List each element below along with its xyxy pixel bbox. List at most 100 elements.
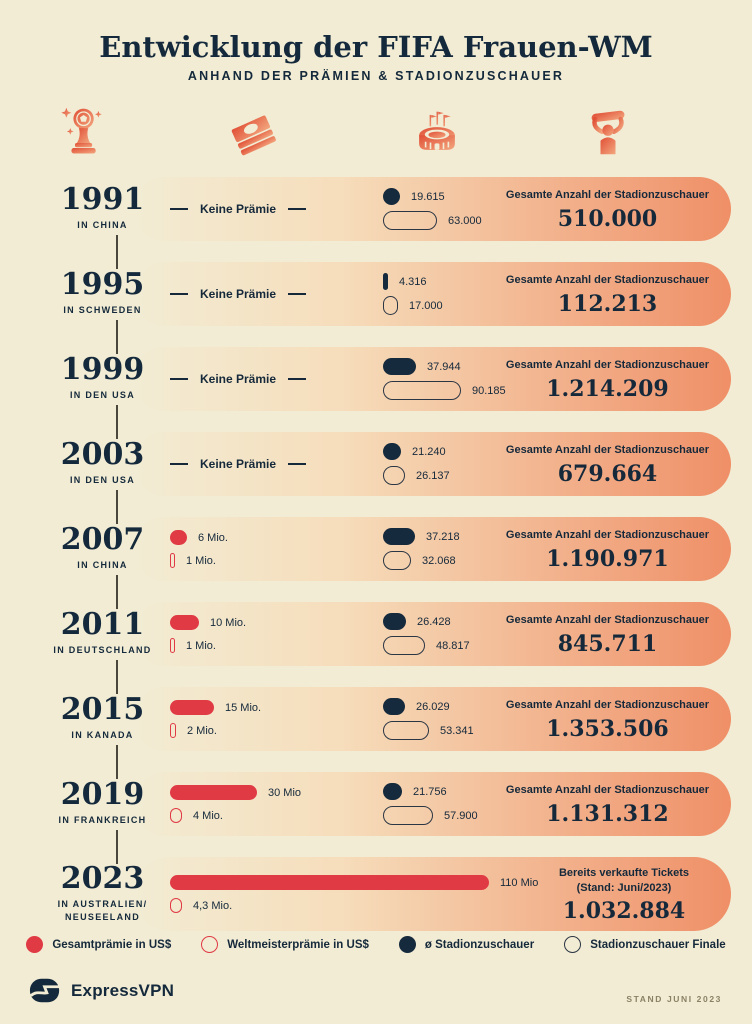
finale-zuschauer-bar [383,381,461,400]
year-label: 1991 [60,182,145,218]
total-caption: Gesamte Anzahl der Stadionzuschauer [505,614,710,627]
year-label: 2007 [60,522,145,558]
total-caption: Gesamte Anzahl der Stadionzuschauer [505,189,710,202]
stadium-icon [411,104,463,165]
avg-zuschauer-label: 21.756 [413,785,447,798]
year-block: 2023 IN AUSTRALIEN/ NEUSEELAND [20,857,185,931]
timeline-row-1999: 1999 IN DEN USA Keine Prämie 37.944 90.1… [0,347,752,411]
year-block: 1995 IN SCHWEDEN [20,262,185,326]
keine-praemie: Keine Prämie [170,202,307,216]
navy-outline-swatch-icon [564,936,582,953]
keine-praemie-label: Keine Prämie [200,372,277,386]
total-value: 845.711 [557,630,658,657]
location-label: IN DEN USA [69,475,135,486]
year-block: 2011 IN DEUTSCHLAND [20,602,185,666]
attendance-bars: 37.218 32.068 [383,517,460,581]
avg-zuschauer-line: 37.218 [383,528,460,545]
timeline-connector [116,490,118,524]
prize-bars: 6 Mio. 1 Mio. [170,517,228,581]
finale-zuschauer-label: 32.068 [422,554,456,567]
page-title: Entwicklung der FIFA Frauen-WM [99,30,653,64]
page-subtitle: ANHAND DER PRÄMIEN & STADIONZUSCHAUER [187,69,565,83]
row-band [133,347,731,411]
location-label: IN AUSTRALIEN/ NEUSEELAND [57,898,148,923]
total-block: Bereits verkaufte Tickets (Stand: Juni/2… [525,857,723,931]
stand-note: STAND JUNI 2023 [626,994,722,1004]
weltmeisterpraemie-label: 1 Mio. [186,639,216,652]
total-block: Gesamte Anzahl der Stadionzuschauer 1.19… [500,517,715,581]
finale-zuschauer-line: 57.900 [383,806,478,825]
legend-label: Gesamtprämie in US$ [52,938,172,951]
total-value: 1.032.884 [562,898,686,925]
timeline-connector [116,405,118,439]
gesamtpraemie-line: 110 Mio [170,875,538,890]
row-band [133,177,731,241]
gesamtpraemie-label: 15 Mio. [225,701,262,714]
expressvpn-logo-icon [29,978,60,1003]
avg-zuschauer-line: 21.756 [383,783,478,800]
attendance-bars: 21.240 26.137 [383,432,450,496]
finale-zuschauer-label: 17.000 [409,299,443,312]
total-value: 679.664 [557,460,658,487]
total-caption: Gesamte Anzahl der Stadionzuschauer [505,359,710,372]
row-band [133,687,731,751]
prize-bars: 110 Mio 4,3 Mio. [170,857,538,931]
finale-zuschauer-line: 26.137 [383,466,450,485]
timeline-row-1991: 1991 IN CHINA Keine Prämie 19.615 63.000… [0,177,752,241]
finale-zuschauer-label: 53.341 [440,724,474,737]
year-label: 1999 [60,352,145,388]
gesamtpraemie-bar [170,615,199,630]
year-label: 2011 [60,607,145,643]
total-caption: Gesamte Anzahl der Stadionzuschauer [505,699,710,712]
avg-zuschauer-bar [383,613,406,630]
finale-zuschauer-bar [383,551,411,570]
prize-bars: Keine Prämie [170,177,307,241]
dash-icon [170,463,188,465]
timeline-row-1995: 1995 IN SCHWEDEN Keine Prämie 4.316 17.0… [0,262,752,326]
avg-zuschauer-bar [383,698,405,715]
trophy-icon [57,103,107,166]
avg-zuschauer-bar [383,528,415,545]
finale-zuschauer-line: 48.817 [383,636,470,655]
avg-zuschauer-label: 37.218 [426,530,460,543]
timeline-connector [116,235,118,269]
year-block: 2019 IN FRANKREICH [20,772,185,836]
year-block: 2007 IN CHINA [20,517,185,581]
timeline-row-2015: 2015 IN KANADA 15 Mio. 2 Mio. 26.029 53.… [0,687,752,751]
dash-icon [288,208,307,210]
gesamtpraemie-bar [170,530,187,545]
finale-zuschauer-bar [383,806,433,825]
prize-bars: Keine Prämie [170,347,307,411]
weltmeisterpraemie-label: 4,3 Mio. [193,899,233,912]
legend-label: Weltmeisterprämie in US$ [227,938,369,951]
red-filled-swatch-icon [26,936,44,953]
dash-icon [170,208,188,210]
finale-zuschauer-line: 32.068 [383,551,460,570]
timeline-connector [116,745,118,779]
year-label: 2023 [60,860,145,896]
location-label: IN DEN USA [69,390,135,401]
finale-zuschauer-line: 17.000 [383,296,443,315]
total-value: 1.190.971 [546,545,669,572]
weltmeisterpraemie-label: 4 Mio. [193,809,223,822]
timeline-row-2023: 2023 IN AUSTRALIEN/ NEUSEELAND 110 Mio 4… [0,857,752,931]
location-label: IN SCHWEDEN [63,305,142,316]
prize-bars: 30 Mio 4 Mio. [170,772,301,836]
navy-filled-swatch-icon [398,936,416,953]
year-block: 2003 IN DEN USA [20,432,185,496]
gesamtpraemie-line: 30 Mio [170,785,301,800]
gesamtpraemie-line: 6 Mio. [170,530,228,545]
total-block: Gesamte Anzahl der Stadionzuschauer 510.… [500,177,715,241]
dash-icon [170,293,188,295]
finale-zuschauer-label: 26.137 [416,469,450,482]
total-value: 1.353.506 [546,715,669,742]
red-outline-swatch-icon [201,936,219,953]
fan-icon [584,107,632,166]
weltmeisterpraemie-bar [170,553,175,568]
keine-praemie-label: Keine Prämie [200,287,277,301]
total-block: Gesamte Anzahl der Stadionzuschauer 679.… [500,432,715,496]
avg-zuschauer-bar [383,188,400,205]
weltmeisterpraemie-bar [170,808,182,823]
row-band [133,602,731,666]
gesamtpraemie-line: 15 Mio. [170,700,261,715]
